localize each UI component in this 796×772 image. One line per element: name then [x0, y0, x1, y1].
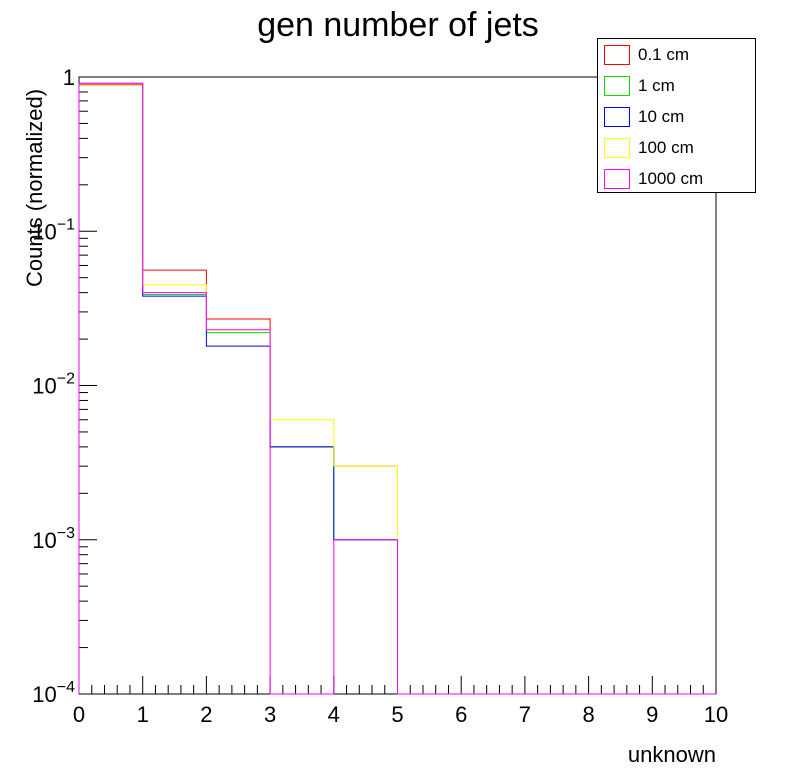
legend-swatch [604, 107, 630, 127]
legend-entry-3: 100 cm [604, 137, 694, 159]
legend-entry-1: 1 cm [604, 75, 675, 97]
chart-title: gen number of jets [257, 6, 539, 44]
x-tick-label: 4 [328, 702, 340, 727]
x-tick-label: 5 [391, 702, 403, 727]
legend-label: 100 cm [638, 138, 694, 157]
legend-entry-4: 1000 cm [604, 168, 703, 190]
legend-entry-0: 0.1 cm [604, 44, 689, 66]
legend-label: 0.1 cm [638, 45, 690, 64]
x-tick-label: 6 [455, 702, 467, 727]
legend-swatch [604, 138, 630, 158]
legend-swatch [604, 76, 630, 96]
legend: 0.1 cm 1 cm 10 cm 100 cm 1000 cm [597, 38, 756, 193]
x-axis-label: unknown [627, 742, 716, 767]
y-axis-label: Counts (normalized) [22, 88, 47, 288]
x-tick-label: 9 [646, 702, 658, 727]
y-tick-label: 1 [63, 65, 75, 90]
legend-label: 1000 cm [638, 169, 704, 188]
legend-label: 10 cm [638, 107, 685, 126]
legend-label: 1 cm [638, 76, 675, 95]
x-tick-label: 10 [704, 702, 728, 727]
x-tick-label: 1 [137, 702, 149, 727]
x-tick-label: 7 [519, 702, 531, 727]
legend-entry-2: 10 cm [604, 106, 684, 128]
y-tick-label: 10−2 [32, 371, 75, 399]
legend-swatch [604, 45, 630, 65]
x-tick-label: 2 [200, 702, 212, 727]
legend-swatch [604, 169, 630, 189]
y-tick-label: 10−3 [32, 525, 75, 553]
y-tick-label: 10−4 [32, 679, 75, 707]
series-line-1000-cm [78, 82, 716, 695]
y-tick-label: 10−1 [32, 216, 75, 244]
x-tick-label: 0 [73, 702, 85, 727]
x-tick-label: 3 [264, 702, 276, 727]
x-tick-label: 8 [582, 702, 594, 727]
